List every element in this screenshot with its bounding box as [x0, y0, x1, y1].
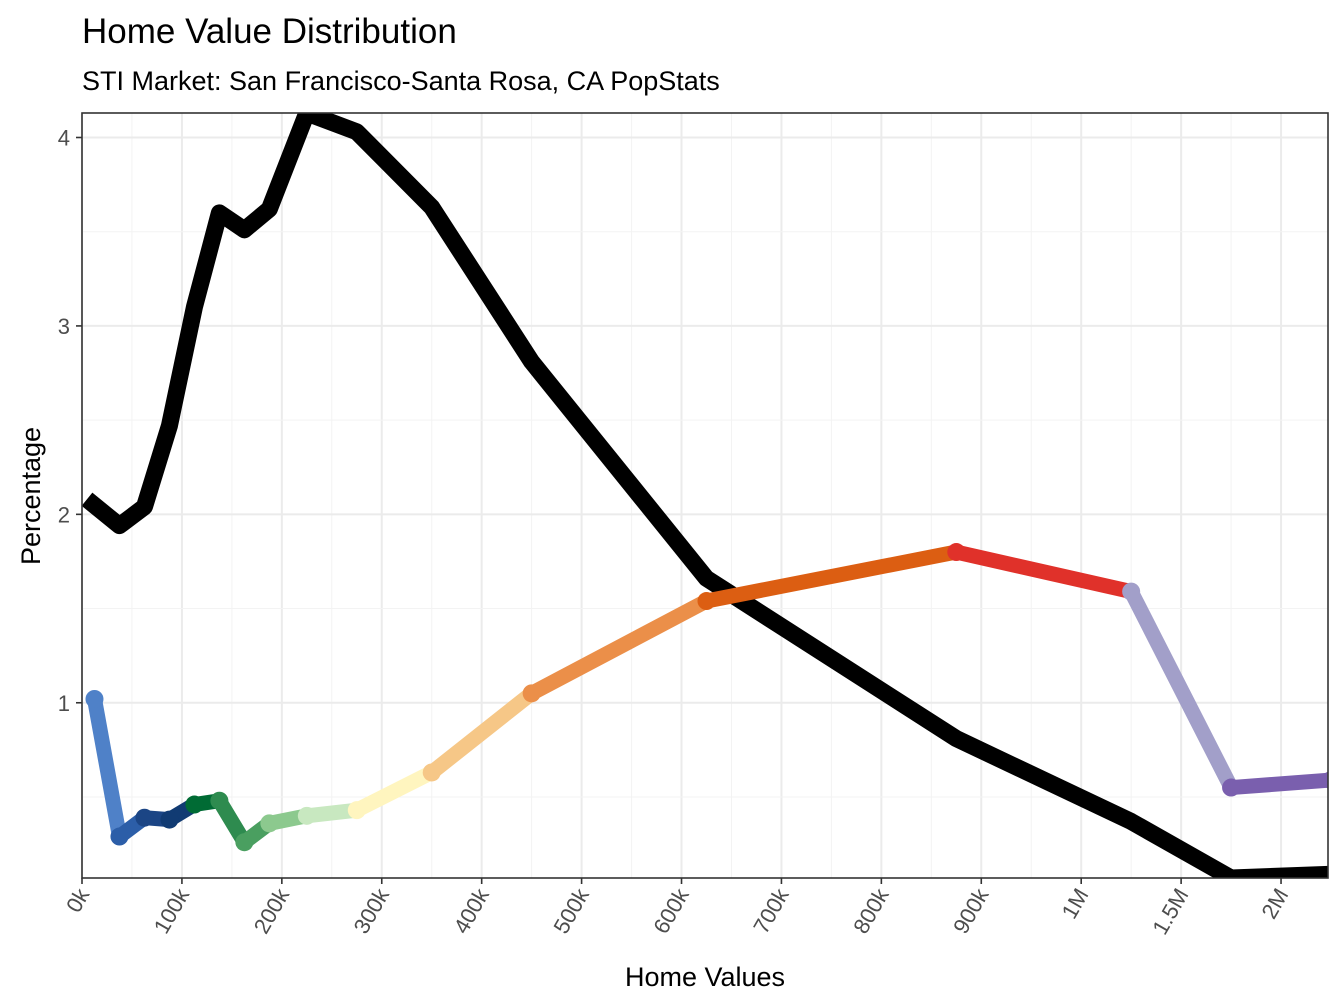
x-tick-label: 200k: [249, 883, 295, 938]
series-point: [1222, 778, 1241, 797]
plot-frame: [81, 112, 1329, 879]
series-segment: [1223, 772, 1328, 796]
series-point: [1322, 771, 1328, 789]
series-point: [235, 833, 254, 852]
x-tick-label: 600k: [648, 883, 694, 938]
series-point: [85, 689, 104, 708]
series-segment: [524, 593, 714, 701]
series-segment: [424, 685, 540, 780]
chart-title: Home Value Distribution: [82, 12, 457, 51]
x-tick-label: 1M: [1057, 884, 1094, 923]
series-layer: [82, 113, 1328, 878]
series-segment: [86, 691, 127, 845]
series-point: [947, 543, 966, 562]
series-point: [135, 808, 154, 827]
grid: [81, 113, 1328, 878]
series-segment: [1123, 584, 1239, 796]
series-point: [210, 791, 229, 810]
x-tick-label: 400k: [448, 883, 494, 938]
x-tick-label: 0k: [61, 883, 95, 916]
series-point: [110, 827, 129, 846]
x-axis-title: Home Values: [625, 962, 785, 992]
series-point: [347, 801, 366, 820]
y-tick-label: 3: [58, 314, 70, 339]
series-point: [260, 814, 279, 833]
series-point: [1122, 582, 1141, 601]
series-segment: [349, 764, 440, 818]
x-tick-label: 100k: [149, 883, 195, 938]
x-tick-label: 800k: [848, 883, 894, 938]
x-tick-label: 500k: [548, 883, 594, 938]
series-point: [697, 592, 716, 611]
x-tick-label: 1.5M: [1147, 884, 1193, 939]
y-tick-label: 2: [58, 502, 70, 527]
series-segment: [948, 544, 1139, 600]
chart-subtitle: STI Market: San Francisco-Santa Rosa, CA…: [82, 66, 720, 96]
y-tick-label: 1: [58, 691, 70, 716]
series-segment: [698, 544, 964, 609]
x-tick-label: 900k: [948, 883, 994, 938]
series-line-black: [82, 113, 1328, 878]
series-point: [185, 795, 204, 814]
x-tick-label: 700k: [748, 883, 794, 938]
series-point: [160, 810, 179, 829]
y-tick-label: 4: [58, 125, 70, 150]
x-tick-label: 2M: [1256, 884, 1293, 923]
series-point: [522, 684, 541, 703]
series-point: [297, 806, 316, 825]
x-tick-label: 300k: [349, 883, 395, 938]
series-point: [422, 763, 441, 782]
y-axis-title: Percentage: [16, 427, 46, 565]
